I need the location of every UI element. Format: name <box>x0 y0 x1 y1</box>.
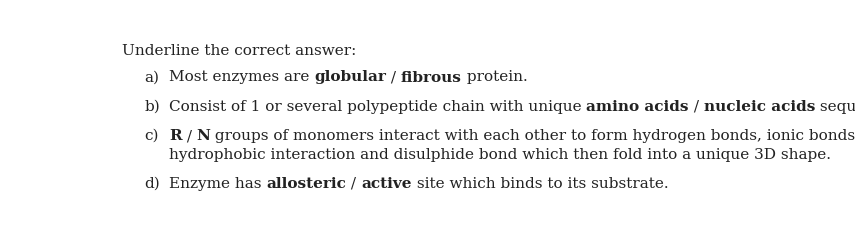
Text: globular: globular <box>314 70 386 85</box>
Text: /: / <box>346 177 361 191</box>
Text: sequence.: sequence. <box>815 100 855 114</box>
Text: amino acids: amino acids <box>587 100 689 114</box>
Text: Most enzymes are: Most enzymes are <box>169 70 314 85</box>
Text: N: N <box>197 129 210 143</box>
Text: /: / <box>689 100 704 114</box>
Text: Enzyme has: Enzyme has <box>169 177 266 191</box>
Text: active: active <box>361 177 411 191</box>
Text: d): d) <box>144 177 160 191</box>
Text: fibrous: fibrous <box>401 70 462 85</box>
Text: hydrophobic interaction and disulphide bond which then fold into a unique 3D sha: hydrophobic interaction and disulphide b… <box>169 148 831 161</box>
Text: protein.: protein. <box>462 70 528 85</box>
Text: site which binds to its substrate.: site which binds to its substrate. <box>411 177 668 191</box>
Text: Underline the correct answer:: Underline the correct answer: <box>122 44 357 58</box>
Text: c): c) <box>144 129 158 143</box>
Text: nucleic acids: nucleic acids <box>704 100 815 114</box>
Text: a): a) <box>144 70 159 85</box>
Text: b): b) <box>144 100 160 114</box>
Text: /: / <box>181 129 197 143</box>
Text: groups of monomers interact with each other to form hydrogen bonds, ionic bonds,: groups of monomers interact with each ot… <box>210 129 855 143</box>
Text: allosteric: allosteric <box>266 177 346 191</box>
Text: R: R <box>169 129 181 143</box>
Text: /: / <box>386 70 401 85</box>
Text: Consist of 1 or several polypeptide chain with unique: Consist of 1 or several polypeptide chai… <box>169 100 587 114</box>
